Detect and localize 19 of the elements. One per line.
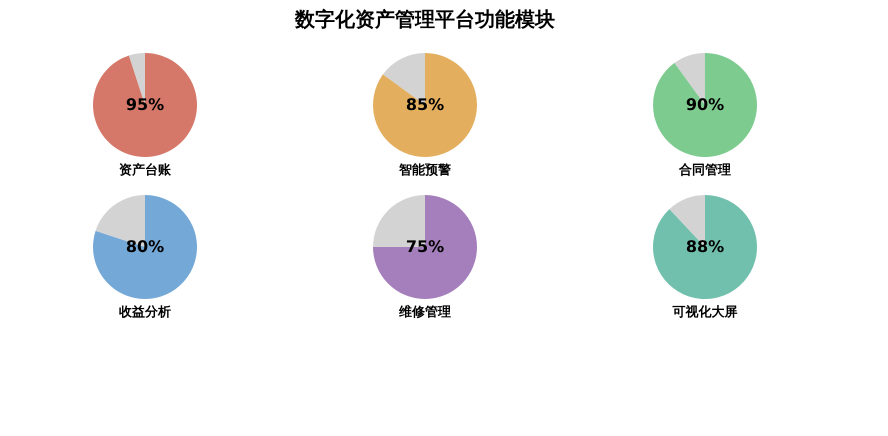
pie-slice: [373, 195, 477, 299]
pie-slice: [373, 53, 477, 157]
text: 可视化大屏: [672, 304, 738, 320]
pie-slice: [653, 53, 757, 157]
data-label: 80%: [126, 237, 164, 256]
pie-slice: [93, 53, 197, 157]
pie-slice: [93, 195, 197, 299]
text: 资产台账: [119, 162, 172, 178]
pie-slice: [653, 195, 757, 299]
text: 合同管理: [678, 162, 731, 178]
data-label: 95%: [126, 95, 164, 114]
data-label: 85%: [406, 95, 444, 114]
text: 收益分析: [119, 305, 171, 320]
data-label: 90%: [686, 95, 724, 114]
text: 智能预警: [398, 162, 451, 178]
data-label: 75%: [406, 237, 444, 256]
data-label: 88%: [686, 237, 724, 256]
text: 维修管理: [398, 304, 451, 320]
text: 数字化资产管理平台功能模块: [294, 7, 555, 31]
